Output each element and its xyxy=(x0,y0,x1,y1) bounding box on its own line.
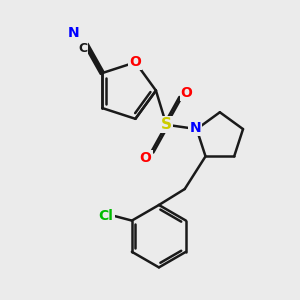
Text: S: S xyxy=(161,117,172,132)
Text: O: O xyxy=(130,55,141,69)
Text: O: O xyxy=(181,85,193,100)
Text: N: N xyxy=(189,121,201,135)
Text: O: O xyxy=(140,151,152,165)
Text: Cl: Cl xyxy=(99,208,113,223)
Text: C: C xyxy=(78,42,87,55)
Text: N: N xyxy=(68,26,80,40)
